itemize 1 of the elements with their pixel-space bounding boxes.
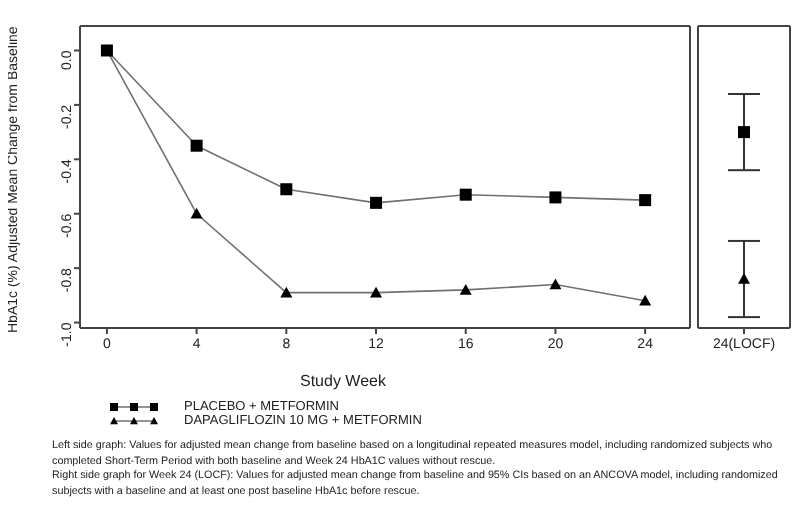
- x-axis-title: Study Week: [300, 372, 386, 390]
